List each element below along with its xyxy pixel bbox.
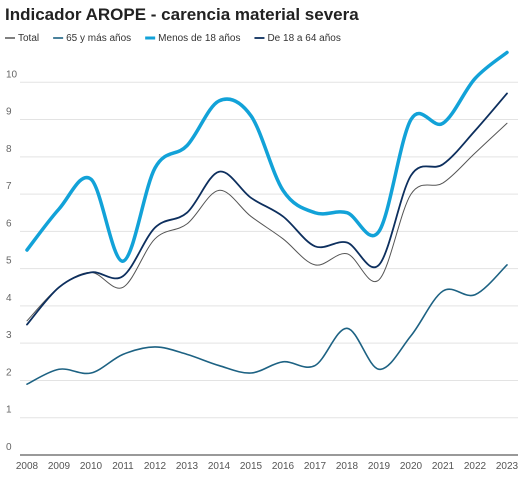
y-tick-label: 0 <box>6 442 12 453</box>
x-tick-label: 2011 <box>112 461 134 472</box>
legend-label: Total <box>18 33 39 44</box>
y-tick-label: 8 <box>6 144 12 155</box>
chart-title: Indicador AROPE - carencia material seve… <box>5 5 359 24</box>
y-tick-label: 1 <box>6 405 12 416</box>
legend-label: De 18 a 64 años <box>267 33 340 44</box>
x-tick-label: 2018 <box>336 461 359 472</box>
x-tick-label: 2017 <box>304 461 327 472</box>
x-tick-label: 2021 <box>432 461 455 472</box>
x-tick-label: 2014 <box>208 461 231 472</box>
x-tick-label: 2015 <box>240 461 263 472</box>
y-tick-label: 2 <box>6 367 12 378</box>
legend-label: Menos de 18 años <box>158 33 240 44</box>
y-tick-label: 3 <box>6 330 12 341</box>
x-tick-label: 2022 <box>464 461 487 472</box>
x-tick-label: 2010 <box>80 461 103 472</box>
x-tick-label: 2009 <box>48 461 71 472</box>
legend-label: 65 y más años <box>66 33 131 44</box>
y-tick-label: 5 <box>6 256 12 267</box>
x-tick-label: 2012 <box>144 461 167 472</box>
line-series <box>26 92 508 326</box>
y-tick-label: 4 <box>6 293 12 304</box>
line-series <box>26 264 508 385</box>
y-tick-label: 6 <box>6 218 12 229</box>
x-tick-label: 2019 <box>368 461 391 472</box>
y-tick-label: 10 <box>6 69 18 80</box>
x-tick-label: 2016 <box>272 461 295 472</box>
y-tick-label: 9 <box>6 107 12 118</box>
x-tick-label: 2013 <box>176 461 199 472</box>
x-tick-label: 2020 <box>400 461 423 472</box>
x-tick-label: 2008 <box>16 461 39 472</box>
y-tick-label: 7 <box>6 181 12 192</box>
line-series <box>25 50 509 263</box>
line-series <box>26 122 508 322</box>
x-tick-label: 2023 <box>496 461 519 472</box>
